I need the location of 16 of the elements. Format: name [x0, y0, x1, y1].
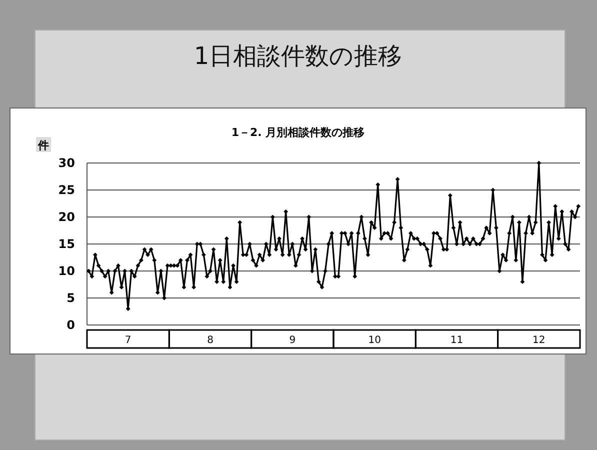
- x-tick-label: 11: [450, 335, 464, 346]
- y-tick-label: 15: [58, 237, 75, 251]
- y-tick-label: 0: [66, 318, 75, 332]
- x-tick-label: 7: [124, 335, 132, 346]
- x-tick-label: 8: [207, 335, 214, 346]
- y-tick-label: 5: [66, 291, 75, 305]
- y-axis-title: 件: [37, 139, 49, 152]
- chart-subtitle: 1－2. 月別相談件数の推移: [231, 126, 365, 139]
- chart-title: 1日相談件数の推移: [194, 42, 402, 70]
- y-tick-label: 30: [58, 156, 75, 170]
- x-tick-label: 9: [289, 335, 296, 346]
- y-tick-label: 20: [58, 210, 75, 224]
- y-tick-label: 25: [58, 183, 75, 197]
- x-tick-label: 12: [532, 335, 546, 346]
- x-tick-label: 10: [368, 335, 381, 346]
- y-tick-label: 10: [58, 264, 75, 278]
